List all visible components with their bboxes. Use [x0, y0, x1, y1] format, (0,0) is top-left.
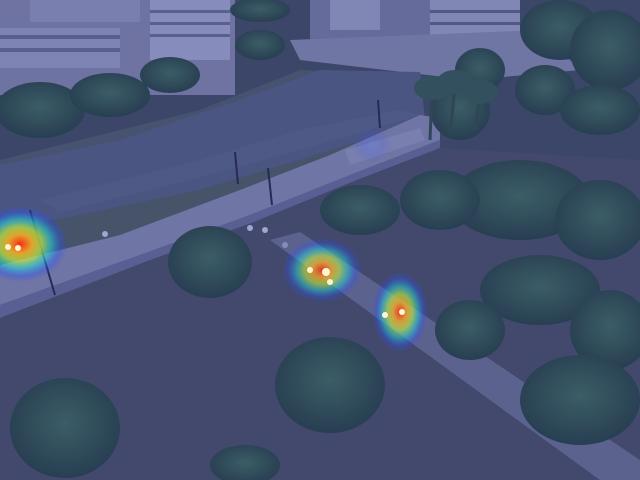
hotspot-path-center [282, 238, 362, 302]
palm-fronds [414, 70, 498, 104]
trees-far-bank [0, 0, 290, 138]
trees-lower [10, 226, 385, 480]
trees-right [320, 0, 640, 445]
hotspot-bridge-left [0, 206, 68, 282]
hotspot-people [5, 244, 405, 318]
hotspot-bridge-top [352, 127, 392, 163]
pedestrians [102, 225, 288, 248]
river-reflection [40, 110, 420, 212]
plaza [290, 30, 580, 80]
road [0, 115, 440, 305]
buildings-top-left [0, 0, 235, 95]
